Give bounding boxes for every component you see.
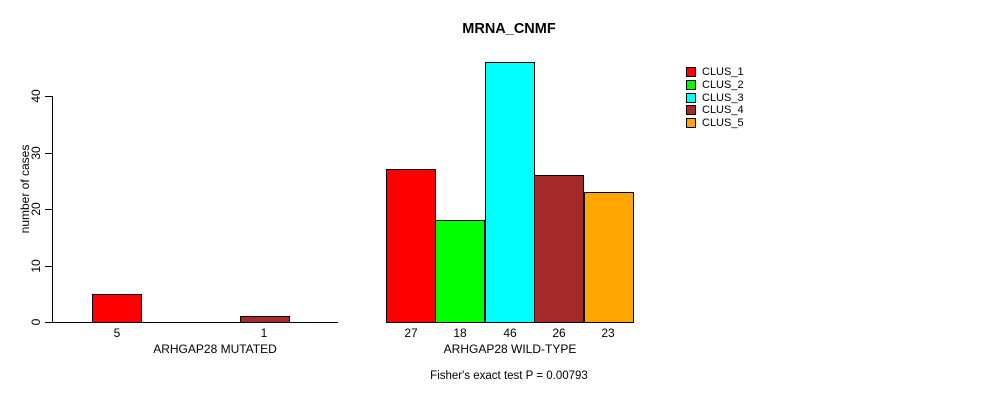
- legend-label-clus_3: CLUS_3: [702, 92, 744, 104]
- y-tick-label: 0: [29, 318, 43, 326]
- chart-bar-clus_2: [435, 220, 485, 323]
- chart-bar-clus_4: [240, 316, 290, 323]
- legend-swatch-clus_3: [686, 93, 696, 103]
- legend-swatch-clus_4: [686, 105, 696, 115]
- bar-value-label: 27: [404, 326, 418, 340]
- legend-label-clus_1: CLUS_1: [702, 66, 744, 78]
- bar-value-label: 23: [601, 326, 615, 340]
- chart-bar-clus_1: [92, 294, 142, 323]
- legend-label-clus_5: CLUS_5: [702, 117, 744, 129]
- category-label-mutated: ARHGAP28 MUTATED: [153, 342, 277, 356]
- y-tick: [45, 96, 53, 97]
- bar-value-label: 1: [260, 326, 268, 340]
- legend: CLUS_1 CLUS_2 CLUS_3 CLUS_4 CLUS_5: [686, 66, 786, 142]
- y-tick-label: 40: [29, 89, 43, 103]
- chart-bar-clus_1: [386, 169, 436, 323]
- legend-swatch-clus_1: [686, 67, 696, 77]
- legend-label-clus_2: CLUS_2: [702, 79, 744, 91]
- y-tick-label: 10: [29, 259, 43, 273]
- y-tick: [45, 209, 53, 210]
- bar-value-label: 18: [453, 326, 467, 340]
- chart-bar-clus_3: [485, 62, 535, 323]
- legend-swatch-clus_2: [686, 80, 696, 90]
- x-axis-baseline-mutated: [52, 322, 338, 323]
- chart-title: MRNA_CNMF: [462, 21, 556, 37]
- legend-label-clus_4: CLUS_4: [702, 104, 744, 116]
- chart-bar-clus_4: [534, 175, 584, 323]
- y-tick-label: 20: [29, 202, 43, 216]
- bar-value-label: 5: [113, 326, 121, 340]
- y-tick: [45, 266, 53, 267]
- fisher-test-annotation: Fisher's exact test P = 0.00793: [430, 370, 588, 382]
- legend-swatch-clus_5: [686, 118, 696, 128]
- y-tick: [45, 322, 53, 323]
- bar-value-label: 46: [503, 326, 517, 340]
- y-tick: [45, 153, 53, 154]
- chart-bar-clus_5: [584, 192, 634, 323]
- category-label-wildtype: ARHGAP28 WILD-TYPE: [443, 342, 577, 356]
- y-tick-label: 30: [29, 146, 43, 160]
- bar-value-label: 26: [552, 326, 566, 340]
